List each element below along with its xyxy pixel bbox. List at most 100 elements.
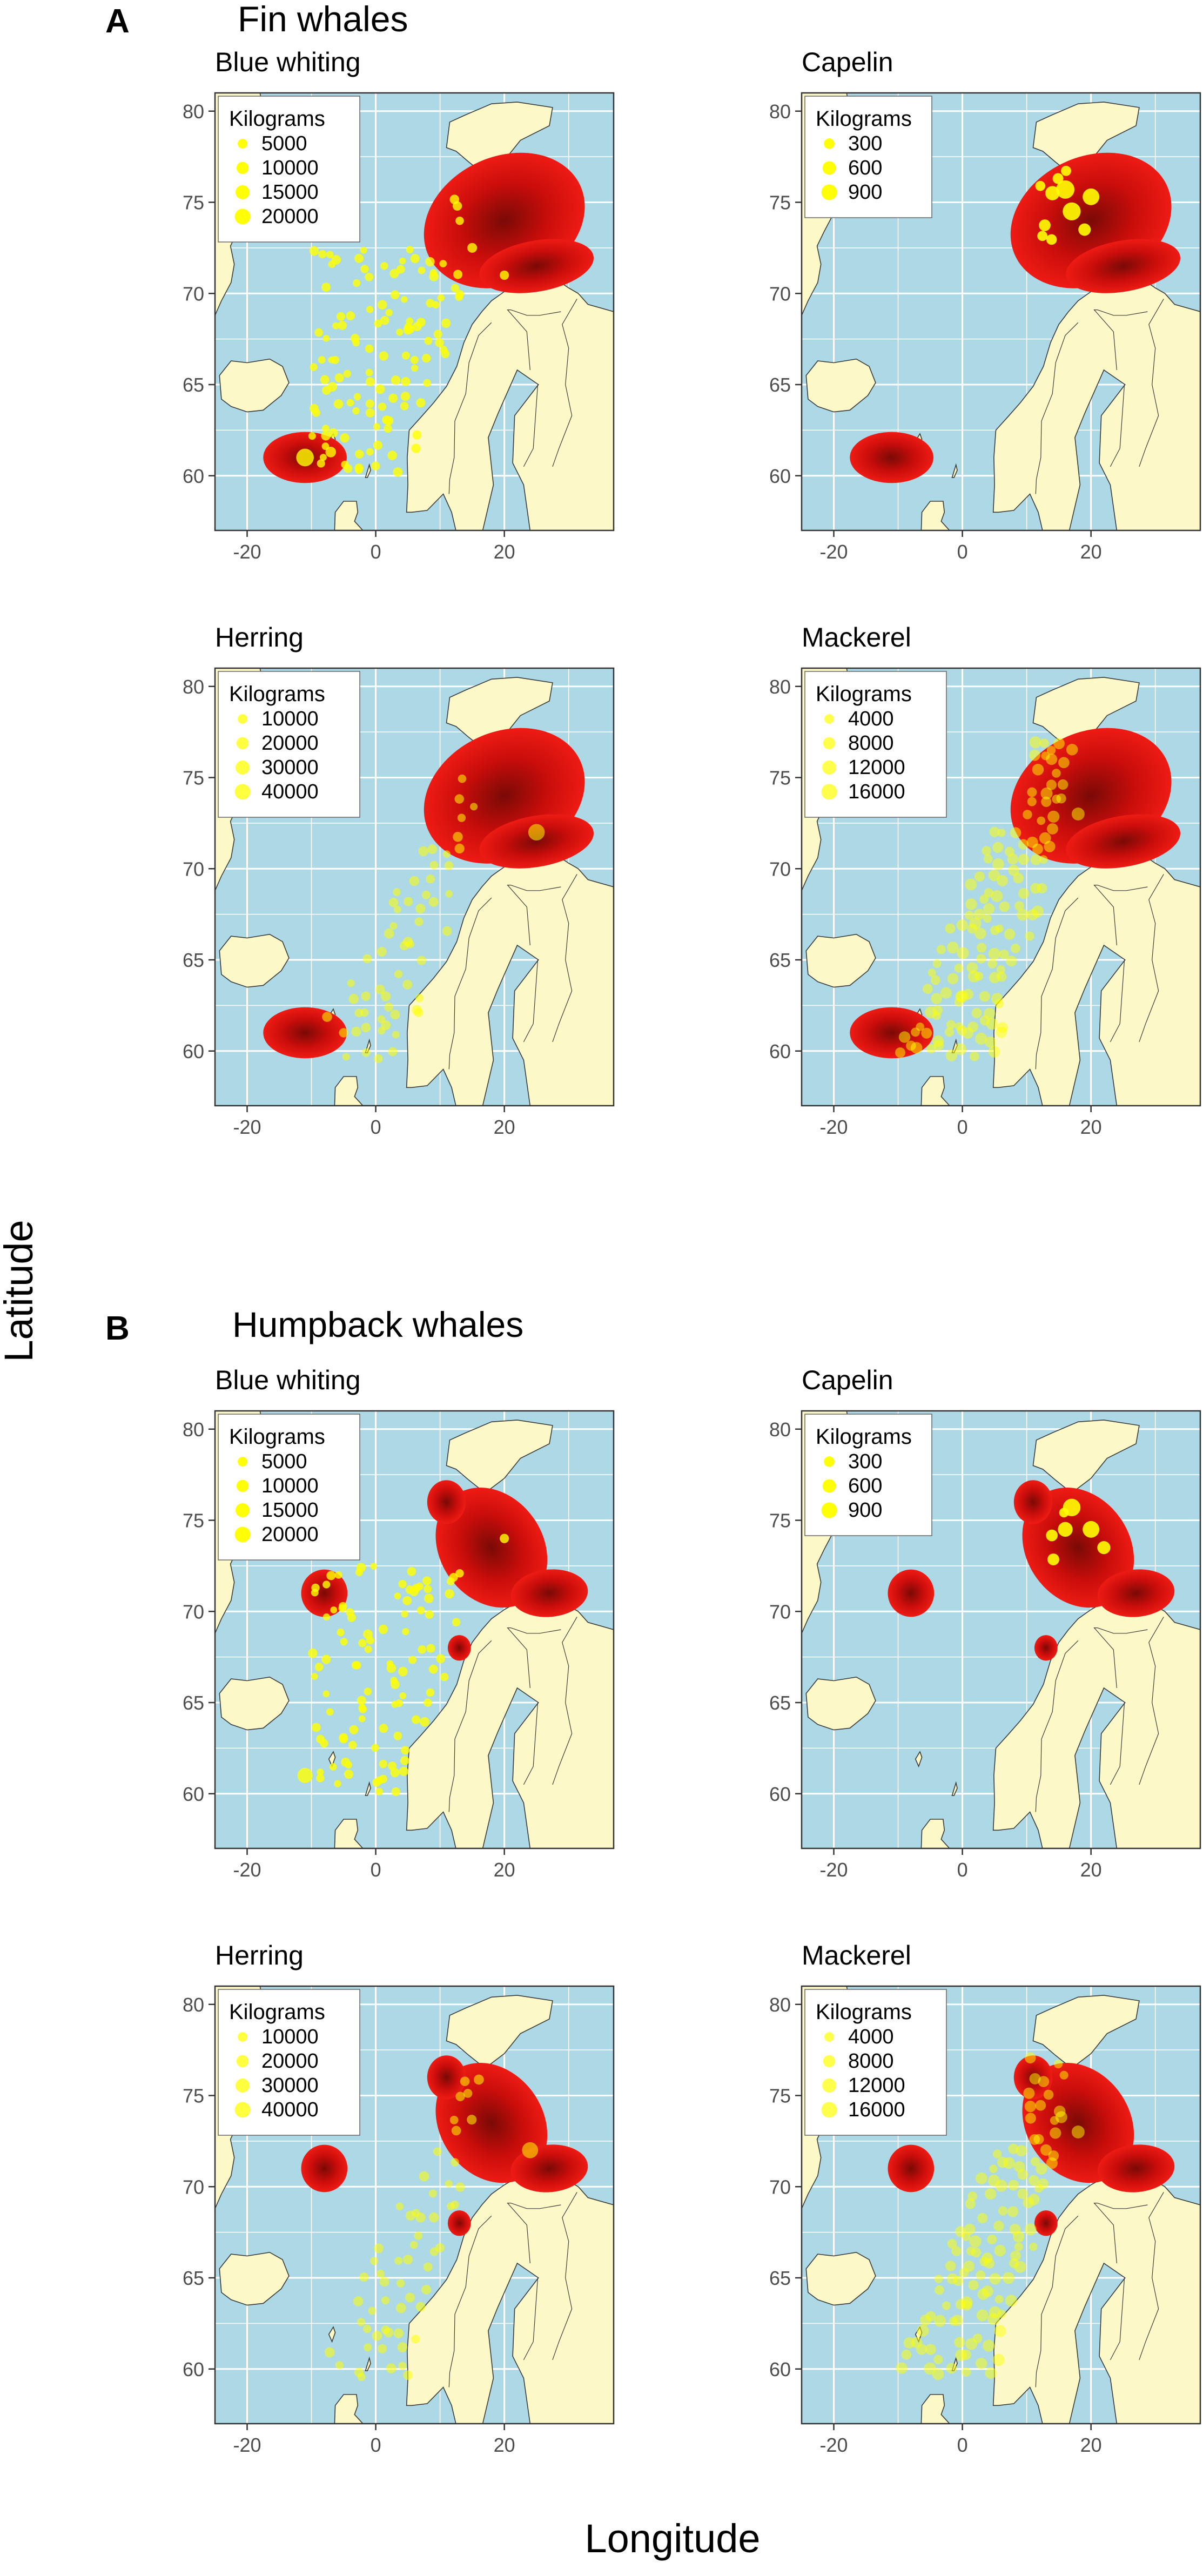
- y-tick-label: 75: [769, 1510, 791, 1532]
- catch-point: [1017, 909, 1029, 921]
- x-tick-label: -20: [820, 1859, 848, 1881]
- catch-point: [451, 2158, 459, 2167]
- catch-point: [320, 375, 330, 385]
- catch-point: [433, 329, 442, 339]
- catch-point: [416, 1606, 425, 1615]
- land-scandinavia: [992, 2168, 1200, 2424]
- catch-point: [962, 2368, 971, 2377]
- legend-entry-label: 15000: [261, 1499, 319, 1522]
- catch-point: [976, 943, 987, 953]
- catch-point: [986, 1018, 998, 1030]
- panel-title: Mackerel: [802, 1940, 911, 1970]
- catch-point: [399, 1766, 409, 1777]
- catch-point: [328, 428, 338, 438]
- catch-point: [1014, 2261, 1026, 2273]
- catch-point: [378, 1624, 388, 1635]
- catch-point: [397, 2342, 408, 2352]
- catch-point: [1025, 2052, 1036, 2064]
- catch-point: [1046, 1529, 1058, 1542]
- catch-point: [965, 898, 977, 910]
- catch-point: [964, 2223, 976, 2235]
- catch-point: [933, 2355, 943, 2364]
- whale-density-blob: [447, 2210, 471, 2236]
- country-borders: [1035, 874, 1164, 1070]
- catch-point: [340, 433, 350, 443]
- y-tick-label: 70: [183, 283, 204, 305]
- whale-density-blob: [427, 1480, 466, 1524]
- y-tick-label: 60: [183, 1040, 204, 1062]
- catch-point: [393, 2328, 404, 2338]
- catch-point: [445, 1589, 454, 1599]
- legend-entry-label: 10000: [261, 1475, 319, 1497]
- catch-point: [972, 2333, 983, 2343]
- whale-density-layer: [263, 728, 594, 1059]
- catch-point: [335, 2360, 344, 2370]
- catch-point: [321, 431, 331, 441]
- catch-point: [399, 257, 406, 265]
- whale-density-blob: [510, 1569, 588, 1617]
- catch-point: [322, 425, 330, 433]
- catch-point: [989, 2273, 1001, 2285]
- catch-point: [353, 2296, 364, 2306]
- catch-point: [394, 970, 403, 978]
- catch-point: [988, 1046, 1000, 1058]
- catch-point: [376, 2269, 385, 2278]
- catch-point: [418, 846, 428, 857]
- catch-point: [996, 965, 1005, 974]
- border-line: [1093, 310, 1148, 371]
- catch-point: [1025, 2113, 1036, 2124]
- catch-point: [348, 994, 359, 1004]
- catch-point: [1046, 779, 1057, 790]
- legend-key: [824, 138, 835, 149]
- catch-point: [309, 403, 319, 413]
- legend-key: [236, 2079, 250, 2093]
- catch-point: [365, 272, 374, 281]
- catch-point: [1013, 2161, 1025, 2173]
- catch-point: [406, 246, 414, 254]
- land-shetland: [951, 1781, 958, 1796]
- legend-title: Kilograms: [816, 682, 912, 706]
- catch-point: [334, 1571, 342, 1579]
- land-iceland: [805, 1676, 876, 1731]
- catch-point: [377, 300, 387, 310]
- catch-point: [1023, 810, 1032, 819]
- catch-point: [393, 905, 401, 913]
- catch-point: [500, 1534, 509, 1543]
- catch-point: [992, 2149, 1002, 2158]
- whale-density-blob: [888, 1569, 935, 1617]
- legend-key: [824, 1456, 835, 1467]
- catch-point: [375, 985, 385, 994]
- catch-points: [1035, 165, 1100, 245]
- catch-point: [389, 922, 398, 930]
- catch-point: [373, 423, 381, 431]
- catch-point: [1016, 2145, 1027, 2157]
- catch-point: [916, 1023, 924, 1031]
- land-shetland: [365, 2356, 371, 2371]
- panel-a-herring: Herring -20 0 20 60 65 70 75 80 Kilograms10000200…: [183, 622, 615, 1138]
- catch-point: [400, 1756, 409, 1765]
- catch-point: [895, 1047, 906, 1058]
- border-line: [1035, 2215, 1079, 2387]
- catch-point: [421, 353, 431, 363]
- catch-point: [400, 392, 411, 401]
- catch-point: [412, 430, 422, 440]
- catch-point: [1027, 797, 1037, 806]
- catch-point: [982, 846, 991, 856]
- catch-point: [390, 1679, 400, 1689]
- catch-point: [319, 454, 327, 461]
- panel-frame: [801, 667, 1201, 1107]
- whale-density-blob: [1022, 1488, 1134, 1608]
- catch-point: [372, 1778, 381, 1787]
- y-tick-label: 70: [769, 2176, 791, 2198]
- country-borders: [1035, 299, 1164, 494]
- catch-point: [1024, 2223, 1037, 2236]
- catch-point: [439, 260, 447, 267]
- panel-title: Herring: [215, 622, 304, 653]
- catch-point: [951, 2246, 962, 2256]
- catch-point: [969, 1051, 979, 1061]
- catch-point: [928, 968, 936, 977]
- catch-point: [1018, 853, 1029, 865]
- catch-point: [365, 399, 374, 408]
